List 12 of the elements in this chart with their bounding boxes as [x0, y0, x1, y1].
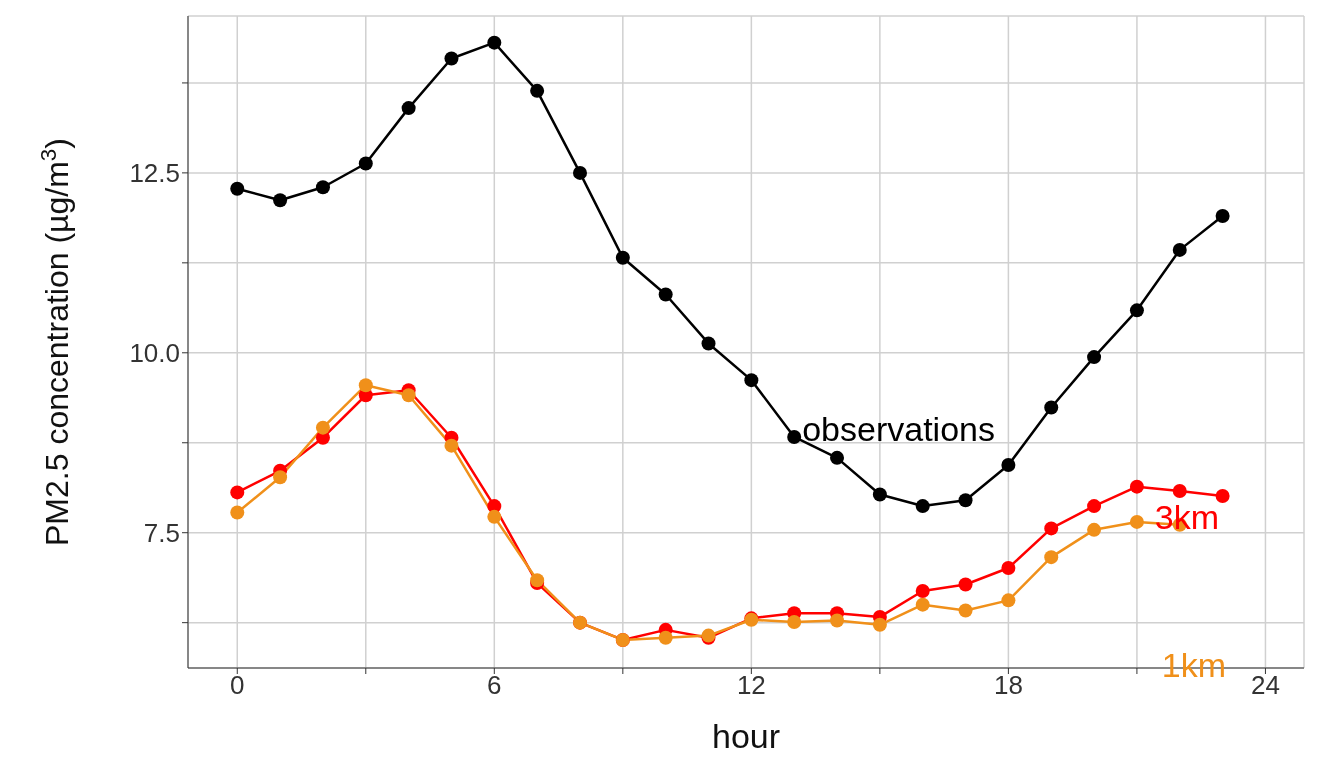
x-tick-label: 18 — [993, 670, 1023, 701]
y-tick-label: 7.5 — [143, 517, 180, 548]
x-tick-label: 0 — [230, 670, 245, 701]
x-tick-label: 24 — [1250, 670, 1280, 701]
x-tick-label: 12 — [736, 670, 766, 701]
text: 1km — [1161, 645, 1226, 684]
series-label: 3km — [1154, 497, 1219, 536]
y-tick-label: 12.5 — [129, 158, 180, 189]
x-tick-label: 6 — [487, 670, 502, 701]
text: 10.0 — [129, 338, 180, 369]
x-axis-title: hour — [711, 717, 781, 755]
series-label: observations — [802, 409, 995, 448]
